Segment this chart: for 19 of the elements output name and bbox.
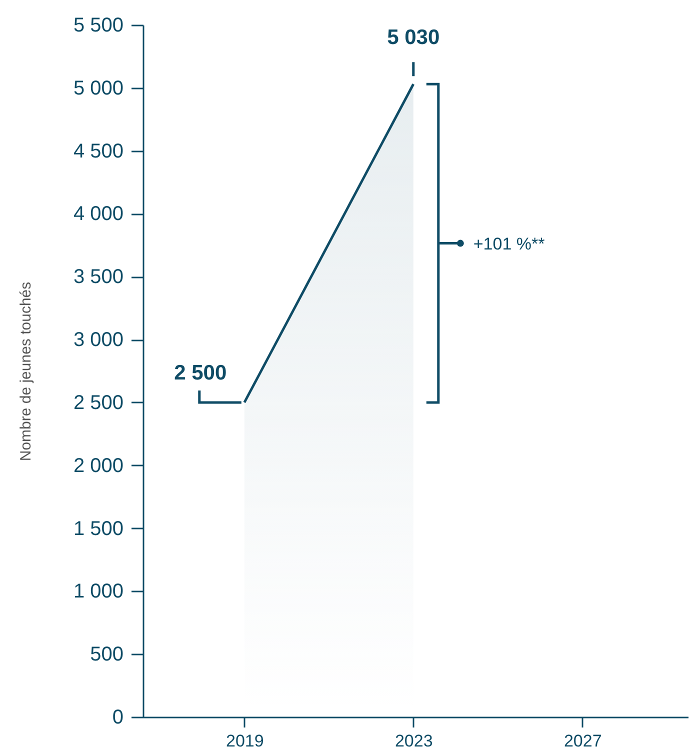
y-tick-label: 1 500 [73, 518, 124, 540]
y-tick-label: 3 000 [73, 329, 124, 352]
y-axis-title: Nombre de jeunes touchés [17, 282, 34, 462]
x-tick-label: 2019 [226, 732, 264, 750]
y-tick-label: 2 000 [73, 454, 124, 477]
x-tick-label: 2027 [564, 732, 602, 750]
text: 5 030 [387, 26, 440, 50]
text: 2 500 [174, 361, 227, 384]
y-tick-label: 3 500 [73, 266, 124, 288]
y-tick-label: 2 500 [73, 392, 124, 414]
y-tick-label: 4 500 [73, 140, 124, 162]
y-tick-label: 5 000 [73, 77, 124, 100]
y-tick-label: 4 000 [73, 203, 124, 226]
y-tick-label: 5 500 [73, 14, 124, 36]
y-tick-label: 1 000 [73, 580, 124, 603]
annotation: +101 %** [473, 234, 546, 254]
y-tick-label: 0 [112, 706, 124, 728]
x-tick-label: 2023 [394, 732, 433, 750]
y-tick-label: 500 [90, 644, 124, 666]
